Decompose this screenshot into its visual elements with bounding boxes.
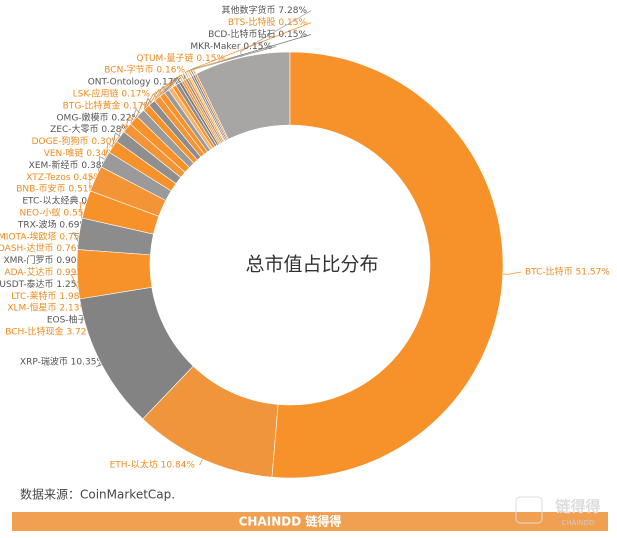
slice <box>159 92 208 155</box>
slice-label: ZEC-大零币 0.28% <box>50 123 130 135</box>
slice-label: XTZ-Tezos 0.45% <box>26 173 102 183</box>
leader-line <box>240 10 312 58</box>
slice-label: LTC-莱特币 1.98% <box>11 290 88 302</box>
footer-text: CHAINDD 链得得 <box>239 514 342 529</box>
logo-cn: 链得得 <box>555 498 600 516</box>
slice-label: BCD-比特币钻石 0.15% <box>208 28 307 40</box>
slice <box>136 109 195 168</box>
footer-bar <box>12 512 608 531</box>
slice-label: BTC-比特币 51.57% <box>525 266 610 278</box>
slice <box>129 116 190 173</box>
slice <box>89 166 167 217</box>
slice-label: BCN-字节币 0.16% <box>104 64 185 76</box>
slice <box>108 140 177 192</box>
slice-label: BTG-比特黄金 0.17% <box>63 99 153 111</box>
slice-label: BCH-比特现金 3.72% <box>5 326 95 338</box>
slice-label: 其他数字货币 7.28% <box>222 4 308 16</box>
slice <box>271 51 504 479</box>
slice <box>123 123 186 178</box>
slice-label: BNB-币安币 0.51% <box>16 183 97 195</box>
slice-label: ADA-艾达币 0.99% <box>4 266 85 278</box>
slice <box>142 365 279 478</box>
slice-label: TRX-波场 0.69% <box>17 218 89 230</box>
slice-label: XMR-门罗币 0.90% <box>3 254 85 266</box>
chart-title: 总市值占比分布 <box>245 254 378 276</box>
slice-label: USDT-泰达币 1.25% <box>0 278 85 290</box>
slice <box>81 190 160 235</box>
slice-label: MIOTA-埃欧塔 0.75% <box>0 230 88 242</box>
slice-label: XEM-新经币 0.38% <box>29 159 111 171</box>
slice-label: MKR-Maker 0.15% <box>190 42 272 52</box>
slice-label: XLM-恒星币 2.13% <box>7 302 88 314</box>
leader-line <box>502 271 522 275</box>
slice <box>76 249 153 300</box>
slice-label: VEN-唯链 0.34% <box>44 147 116 159</box>
source: 数据来源：CoinMarketCap. <box>20 487 175 502</box>
slice <box>143 104 198 164</box>
slice-label: DASH-达世币 0.76% <box>0 242 85 254</box>
slice-label: XRP-瑞波币 10.35% <box>20 356 106 368</box>
slice-label: OMG-嫩模币 0.22% <box>56 111 140 123</box>
slice <box>153 96 205 158</box>
slice <box>79 287 194 420</box>
slice-label: LSK-应用链 0.17% <box>73 88 151 100</box>
slice-label: ETH-以太坊 10.84% <box>110 459 196 471</box>
slice-label: NEO-小蚁 0.55% <box>20 208 93 219</box>
slice-label: QTUM-量子链 0.15% <box>136 52 225 64</box>
leader-line <box>153 74 185 95</box>
leader-line <box>184 69 190 79</box>
logo-en: CHAINDD <box>561 519 594 527</box>
slice <box>100 151 172 201</box>
slice-label: DOGE-狗狗币 0.30% <box>32 135 121 147</box>
slice-label: ONT-Ontology 0.17% <box>88 78 183 88</box>
slice <box>148 100 202 161</box>
slice <box>77 217 154 256</box>
logo-icon <box>515 496 543 524</box>
leader-line <box>190 34 312 76</box>
slice <box>116 131 182 185</box>
slice-label: BTS-比特股 0.15% <box>228 16 308 28</box>
leader-line <box>198 458 203 466</box>
